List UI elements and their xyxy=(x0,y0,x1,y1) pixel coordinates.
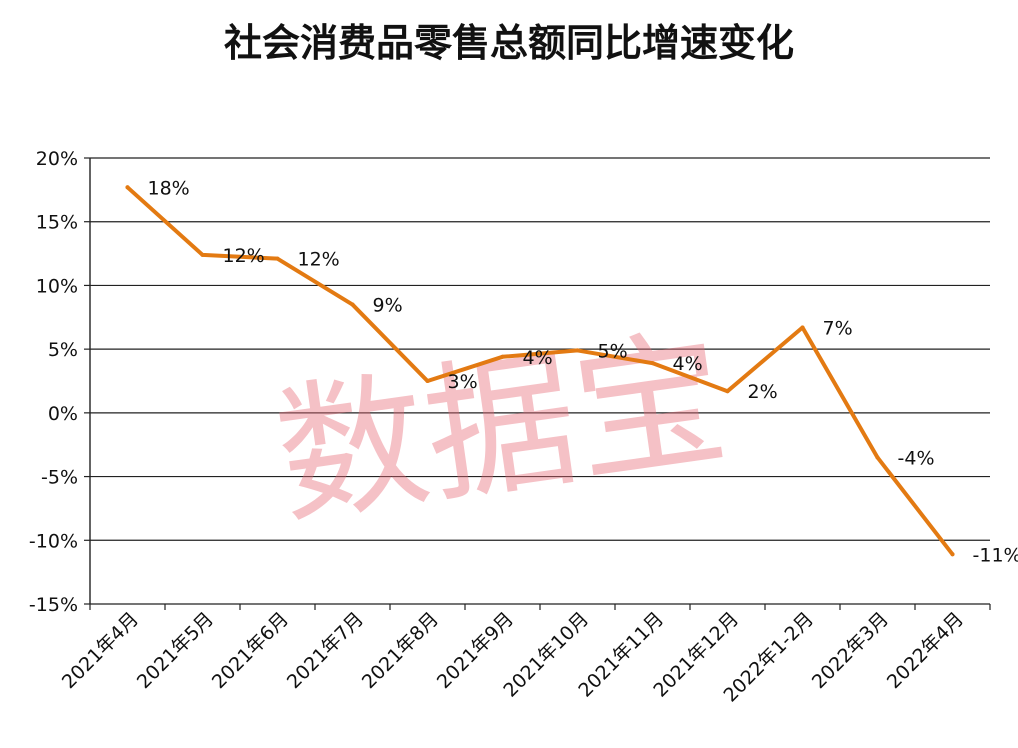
data-label: 4% xyxy=(523,347,553,369)
y-tick-label: 0% xyxy=(48,403,78,425)
data-point xyxy=(725,389,730,394)
data-label: 4% xyxy=(673,353,703,375)
x-tick-label: 2021年5月 xyxy=(133,608,218,693)
data-label: 5% xyxy=(598,340,628,362)
data-label: -11% xyxy=(973,544,1018,566)
data-label: 2% xyxy=(748,381,778,403)
x-tick-label: 2021年6月 xyxy=(208,608,293,693)
data-label: 12% xyxy=(223,245,265,267)
data-point xyxy=(425,379,430,383)
x-tick-label: 2021年7月 xyxy=(283,608,368,693)
data-label: 9% xyxy=(373,295,403,317)
series-line xyxy=(125,185,955,557)
y-tick-label: -15% xyxy=(29,594,78,616)
x-tick-label: 2021年4月 xyxy=(58,608,143,693)
gridlines xyxy=(90,157,990,605)
data-label: 18% xyxy=(148,177,190,199)
y-tick-labels: 20% 15% 10% 5% 0% -5% -10% -15% xyxy=(29,148,78,616)
y-tick-label: 15% xyxy=(36,212,78,234)
chart-title: 社会消费品零售总额同比增速变化 xyxy=(224,20,794,65)
watermark: 数据宝 xyxy=(266,311,736,546)
y-tick-label: 10% xyxy=(36,275,78,297)
data-label: 12% xyxy=(298,249,340,271)
data-point xyxy=(800,325,805,330)
data-point xyxy=(950,552,955,557)
data-label: 7% xyxy=(823,317,853,339)
data-point xyxy=(875,455,880,460)
data-point xyxy=(200,252,205,257)
series-layer xyxy=(125,185,955,557)
data-point xyxy=(275,256,280,261)
y-tick-label: -10% xyxy=(29,530,78,552)
data-label: -4% xyxy=(898,447,935,469)
y-tick-label: 20% xyxy=(36,148,78,170)
data-point xyxy=(350,302,355,307)
x-tick-label: 2022年4月 xyxy=(883,608,968,693)
data-point xyxy=(500,354,505,359)
data-point xyxy=(650,361,655,366)
data-labels: 18% 12% 12% 9% 3% 4% 5% 4% 2% 7% -4% -11% xyxy=(148,177,1018,566)
x-tick-labels: 2021年4月2021年5月2021年6月2021年7月2021年8月2021年… xyxy=(58,608,968,707)
data-point xyxy=(575,348,580,353)
y-tick-label: -5% xyxy=(41,467,78,489)
y-tick-label: 5% xyxy=(48,339,78,361)
axes xyxy=(84,157,991,610)
data-label: 3% xyxy=(448,371,478,393)
x-tick-label: 2022年3月 xyxy=(808,608,893,693)
x-tick-label: 2021年8月 xyxy=(358,608,443,693)
data-point xyxy=(125,185,130,190)
